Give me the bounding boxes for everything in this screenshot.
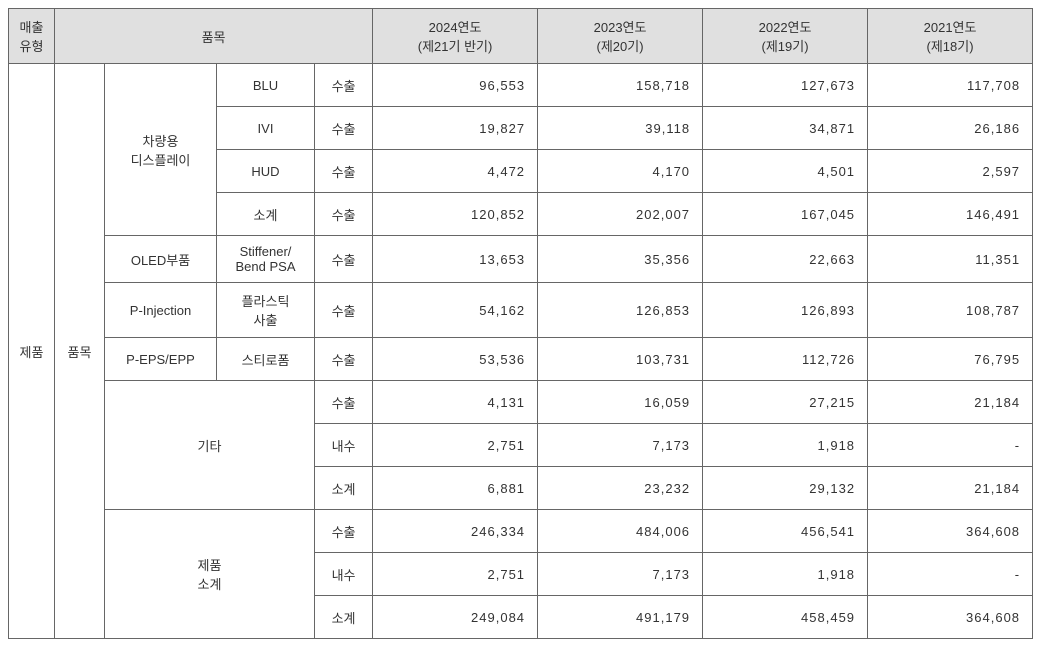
table-row: 제품 소계 수출 246,334 484,006 456,541 364,608 [9, 510, 1033, 553]
value-cell: 103,731 [538, 338, 703, 381]
export-label: 수출 [315, 381, 373, 424]
domestic-label: 내수 [315, 553, 373, 596]
export-label: 수출 [315, 338, 373, 381]
value-cell: 364,608 [868, 510, 1033, 553]
value-cell: 112,726 [703, 338, 868, 381]
value-cell: 26,186 [868, 107, 1033, 150]
cat-etc: 기타 [105, 381, 315, 510]
table-row: OLED부품 Stiffener/ Bend PSA 수출 13,653 35,… [9, 236, 1033, 283]
cat-peps: P-EPS/EPP [105, 338, 217, 381]
export-label: 수출 [315, 64, 373, 107]
export-label: 수출 [315, 283, 373, 338]
hdr-2022: 2022연도(제19기) [703, 9, 868, 64]
hdr-2021: 2021연도(제18기) [868, 9, 1033, 64]
export-label: 수출 [315, 193, 373, 236]
value-cell: 13,653 [373, 236, 538, 283]
export-label: 수출 [315, 236, 373, 283]
value-cell: 117,708 [868, 64, 1033, 107]
value-cell: 126,893 [703, 283, 868, 338]
subtotal-label: 소계 [315, 596, 373, 639]
item-blu: BLU [217, 64, 315, 107]
item-styro: 스티로폼 [217, 338, 315, 381]
domestic-label: 내수 [315, 424, 373, 467]
sales-type-cell: 제품 [9, 64, 55, 639]
value-cell: 2,597 [868, 150, 1033, 193]
table-header: 매출 유형 품목 2024연도(제21기 반기) 2023연도(제20기) 20… [9, 9, 1033, 64]
value-cell: 484,006 [538, 510, 703, 553]
item-plastic: 플라스틱 사출 [217, 283, 315, 338]
cat-oled: OLED부품 [105, 236, 217, 283]
value-cell: 54,162 [373, 283, 538, 338]
cat-pinjection: P-Injection [105, 283, 217, 338]
value-cell: 1,918 [703, 424, 868, 467]
value-cell: 4,501 [703, 150, 868, 193]
table-row: P-EPS/EPP 스티로폼 수출 53,536 103,731 112,726… [9, 338, 1033, 381]
value-cell: 127,673 [703, 64, 868, 107]
table-row: 기타 수출 4,131 16,059 27,215 21,184 [9, 381, 1033, 424]
value-cell: 27,215 [703, 381, 868, 424]
hdr-2023: 2023연도(제20기) [538, 9, 703, 64]
value-cell: - [868, 424, 1033, 467]
value-cell: 108,787 [868, 283, 1033, 338]
value-cell: - [868, 553, 1033, 596]
hdr-item: 품목 [55, 9, 373, 64]
value-cell: 76,795 [868, 338, 1033, 381]
value-cell: 7,173 [538, 553, 703, 596]
cat-display: 차량용 디스플레이 [105, 64, 217, 236]
value-cell: 4,131 [373, 381, 538, 424]
value-cell: 11,351 [868, 236, 1033, 283]
hdr-sales-type: 매출 유형 [9, 9, 55, 64]
value-cell: 23,232 [538, 467, 703, 510]
value-cell: 491,179 [538, 596, 703, 639]
value-cell: 146,491 [868, 193, 1033, 236]
table-row: P-Injection 플라스틱 사출 수출 54,162 126,853 12… [9, 283, 1033, 338]
value-cell: 53,536 [373, 338, 538, 381]
value-cell: 4,472 [373, 150, 538, 193]
value-cell: 364,608 [868, 596, 1033, 639]
value-cell: 2,751 [373, 553, 538, 596]
value-cell: 249,084 [373, 596, 538, 639]
value-cell: 19,827 [373, 107, 538, 150]
value-cell: 158,718 [538, 64, 703, 107]
value-cell: 458,459 [703, 596, 868, 639]
value-cell: 29,132 [703, 467, 868, 510]
value-cell: 126,853 [538, 283, 703, 338]
sales-table: 매출 유형 품목 2024연도(제21기 반기) 2023연도(제20기) 20… [8, 8, 1033, 639]
value-cell: 35,356 [538, 236, 703, 283]
export-label: 수출 [315, 510, 373, 553]
value-cell: 456,541 [703, 510, 868, 553]
value-cell: 16,059 [538, 381, 703, 424]
value-cell: 21,184 [868, 467, 1033, 510]
item-ivi: IVI [217, 107, 315, 150]
value-cell: 1,918 [703, 553, 868, 596]
export-label: 수출 [315, 107, 373, 150]
value-cell: 246,334 [373, 510, 538, 553]
subtotal-label: 소계 [315, 467, 373, 510]
value-cell: 21,184 [868, 381, 1033, 424]
value-cell: 96,553 [373, 64, 538, 107]
cat-prod-sub: 제품 소계 [105, 510, 315, 639]
export-label: 수출 [315, 150, 373, 193]
value-cell: 167,045 [703, 193, 868, 236]
item-subtotal: 소계 [217, 193, 315, 236]
cat1-cell: 품목 [55, 64, 105, 639]
value-cell: 22,663 [703, 236, 868, 283]
hdr-2024: 2024연도(제21기 반기) [373, 9, 538, 64]
item-stiffener: Stiffener/ Bend PSA [217, 236, 315, 283]
value-cell: 6,881 [373, 467, 538, 510]
value-cell: 39,118 [538, 107, 703, 150]
item-hud: HUD [217, 150, 315, 193]
table-row: 제품 품목 차량용 디스플레이 BLU 수출 96,553 158,718 12… [9, 64, 1033, 107]
value-cell: 120,852 [373, 193, 538, 236]
value-cell: 2,751 [373, 424, 538, 467]
value-cell: 34,871 [703, 107, 868, 150]
value-cell: 4,170 [538, 150, 703, 193]
value-cell: 202,007 [538, 193, 703, 236]
value-cell: 7,173 [538, 424, 703, 467]
